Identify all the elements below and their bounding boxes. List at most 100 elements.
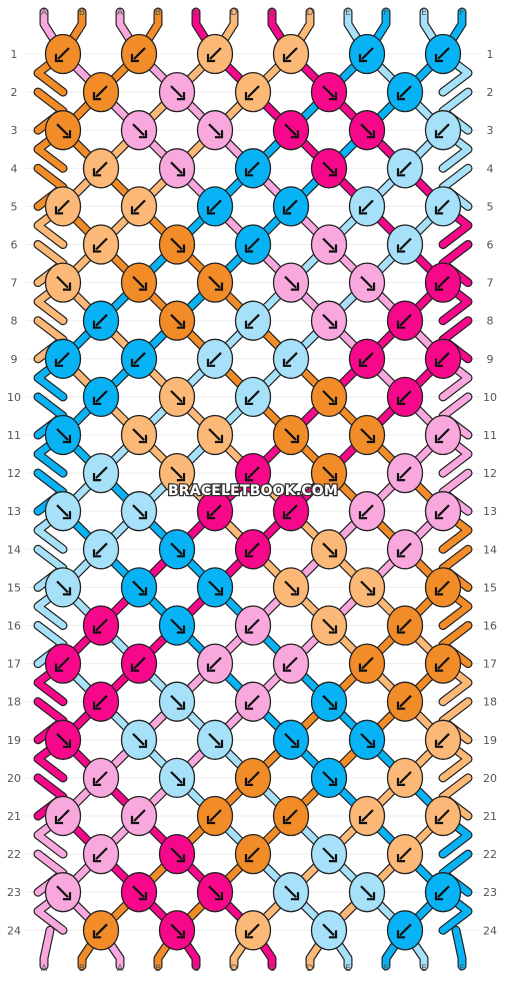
arrow-sw-icon <box>57 199 70 213</box>
arrow-head-icon <box>214 587 224 596</box>
arrow-head-icon <box>434 358 444 367</box>
row-number-left: 20 <box>7 772 21 785</box>
arrow-sw-icon <box>247 771 260 784</box>
knot <box>424 795 462 837</box>
knot <box>348 795 386 837</box>
knot <box>234 757 272 799</box>
arrow-head-icon <box>206 206 216 215</box>
row-number-right: 20 <box>483 772 497 785</box>
knot <box>424 110 462 151</box>
arrow-head-icon <box>358 511 368 520</box>
knot <box>82 452 120 494</box>
arrow-head-icon <box>54 663 64 672</box>
arrow-head-icon <box>244 244 254 253</box>
arrow-sw-icon <box>437 733 450 746</box>
arrow-se-icon <box>208 428 221 441</box>
arrow-head-icon <box>206 815 216 825</box>
knot <box>272 33 310 75</box>
arrow-head-icon <box>176 396 186 405</box>
arrow-head-icon <box>62 587 72 596</box>
arrow-sw-icon <box>399 542 412 556</box>
arrow-head-icon <box>282 663 292 672</box>
arrow-sw-icon <box>95 847 108 860</box>
arrow-sw-icon <box>209 504 222 517</box>
arrow-head-icon <box>138 282 148 291</box>
arrow-head-icon <box>282 53 292 63</box>
row-number-right: 22 <box>483 848 497 861</box>
knot <box>310 529 348 570</box>
row-number-left: 5 <box>11 200 18 213</box>
arrow-head-icon <box>244 473 254 482</box>
knot <box>158 605 196 646</box>
arrow-head-icon <box>366 892 376 901</box>
knot <box>310 71 348 113</box>
arrow-head-icon <box>92 549 102 558</box>
arrow-head-icon <box>396 320 406 329</box>
knot <box>158 376 196 418</box>
arrow-head-icon <box>328 473 338 482</box>
row-number-left: 21 <box>7 810 21 823</box>
arrow-head-icon <box>138 892 148 901</box>
knot <box>44 186 82 227</box>
arrow-se-icon <box>284 428 297 441</box>
row-number-right: 7 <box>487 277 494 290</box>
knot <box>120 414 158 456</box>
arrow-head-icon <box>328 777 338 786</box>
knot <box>348 414 386 456</box>
knot <box>120 567 158 608</box>
arrow-head-icon <box>176 930 186 939</box>
arrow-sw-icon <box>209 809 222 822</box>
knot <box>348 872 386 913</box>
row-number-right: 13 <box>483 505 497 518</box>
row-number-left: 11 <box>7 429 21 442</box>
arrow-head-icon <box>244 701 254 710</box>
arrow-sw-icon <box>247 237 260 251</box>
row-number-left: 8 <box>11 315 18 328</box>
row-number-right: 17 <box>483 658 497 671</box>
arrow-head-icon <box>328 549 338 558</box>
row-number-left: 15 <box>7 581 21 594</box>
arrow-head-icon <box>366 130 376 139</box>
arrow-head-icon <box>176 168 186 177</box>
arrow-head-icon <box>130 53 140 63</box>
knot <box>234 605 272 646</box>
arrow-head-icon <box>176 701 186 710</box>
knot <box>272 110 310 151</box>
arrow-head-icon <box>290 892 300 901</box>
knot <box>82 529 120 570</box>
arrow-se-icon <box>360 428 373 441</box>
knot <box>310 148 348 189</box>
arrow-sw-icon <box>361 47 374 60</box>
arrow-sw-icon <box>133 352 146 365</box>
row-number-left: 16 <box>7 620 21 633</box>
knot <box>44 567 82 608</box>
arrow-se-icon <box>360 275 373 289</box>
arrow-sw-icon <box>399 85 412 98</box>
arrow-head-icon <box>328 168 338 177</box>
arrow-se-icon <box>170 542 183 556</box>
knot <box>196 567 234 608</box>
arrow-head-icon <box>62 892 72 901</box>
knot <box>272 795 310 837</box>
row-number-right: 23 <box>483 886 497 899</box>
bottom-string-label: D <box>307 964 314 974</box>
knot <box>386 681 424 722</box>
arrow-head-icon <box>54 815 64 825</box>
arrow-se-icon <box>132 428 145 441</box>
arrow-se-icon <box>170 618 183 632</box>
arrow-head-icon <box>328 930 338 939</box>
arrow-head-icon <box>396 854 406 863</box>
top-string-label: B <box>79 8 85 18</box>
arrow-head-icon <box>214 434 224 444</box>
knot <box>272 491 310 532</box>
arrow-se-icon <box>132 733 145 746</box>
knot <box>44 872 82 913</box>
bottom-string-label: C <box>193 964 199 974</box>
arrow-head-icon <box>176 92 186 101</box>
arrow-se-icon <box>322 694 335 708</box>
arrow-head-icon <box>358 815 368 825</box>
knot <box>234 681 272 722</box>
arrow-sw-icon <box>247 161 260 175</box>
top-string-label: E <box>421 8 427 18</box>
